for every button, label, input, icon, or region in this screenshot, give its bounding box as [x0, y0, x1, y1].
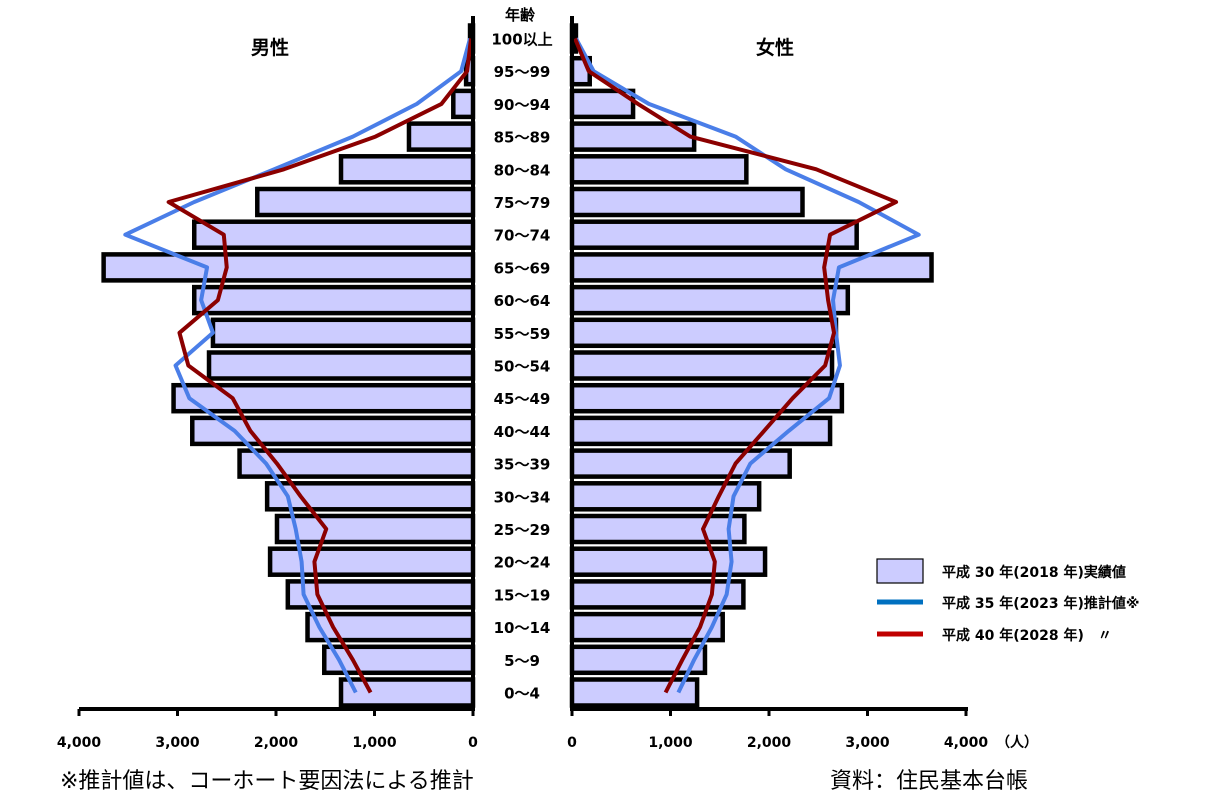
note-source: 資料：住民基本台帳 [830, 769, 1028, 794]
age-label-0: 0～4 [504, 685, 540, 703]
age-label-9: 45～49 [494, 390, 551, 408]
male-tick-label-2: 2,000 [254, 735, 299, 751]
age-label-14: 70～74 [494, 227, 551, 245]
legend-label-2023: 平成 35 年(2023 年)推計値※ [942, 595, 1139, 612]
male-bar-18 [451, 88, 476, 120]
projection-lines [123, 37, 921, 694]
age-label-11: 55～59 [494, 325, 551, 343]
age-label-16: 80～84 [494, 161, 551, 179]
age-label-1: 5～9 [504, 652, 540, 670]
female-bar-0 [569, 677, 700, 708]
female-title: 女性 [756, 36, 794, 59]
age-label-12: 60～64 [494, 292, 551, 310]
female-bar-3 [569, 579, 746, 610]
male-bar-16 [338, 154, 476, 185]
age-labels: 0～4 5～9 10～14 15～19 20～24 25～29 30～34 35～39 40～4… [491, 31, 552, 703]
male-bar-15 [255, 186, 476, 218]
female-bar-18 [569, 88, 636, 120]
female-tick-label-3: 3,000 [845, 735, 890, 751]
male-bar-0 [338, 677, 476, 708]
age-label-3: 15～19 [494, 586, 551, 604]
male-line-series-2 [166, 38, 474, 694]
age-label-5: 25～29 [494, 521, 551, 539]
male-bars [101, 23, 476, 708]
unit-label: （人） [996, 734, 1038, 751]
age-label-6: 30～34 [494, 488, 551, 506]
legend-swatch-actual [876, 558, 924, 584]
male-line-series-1 [123, 37, 472, 694]
female-bar-13 [569, 252, 934, 283]
legend: 平成 30 年(2018 年)実績値 平成 35 年(2023 年)推計値※ 平… [876, 558, 1139, 644]
female-line-series-2 [573, 37, 899, 694]
age-label-13: 65～69 [494, 259, 551, 277]
male-tick-label-3: 3,000 [155, 735, 200, 751]
age-axis-title: 年齢 [505, 6, 536, 24]
age-label-19: 95～99 [494, 63, 551, 81]
female-bar-16 [569, 154, 749, 185]
male-tick-label-1: 1,000 [352, 735, 397, 751]
female-tick-label-1: 1,000 [648, 735, 693, 751]
tick-labels: 0 0 1,000 1,000 2,000 2,000 3,000 3,000 4,000 4,0… [57, 735, 989, 751]
female-bar-7 [569, 448, 792, 479]
legend-label-2028: 平成 40 年(2028 年) 〃 [942, 627, 1112, 644]
age-label-7: 35～39 [494, 456, 551, 474]
age-label-18: 90～94 [494, 96, 551, 114]
female-bar-10 [569, 350, 835, 381]
male-tick-label-4: 4,000 [57, 735, 102, 751]
male-title: 男性 [251, 36, 289, 59]
age-label-8: 40～44 [494, 423, 551, 441]
male-bar-17 [406, 121, 476, 152]
female-tick-label-0: 0 [567, 735, 577, 751]
female-tick-label-4: 4,000 [944, 735, 989, 751]
age-label-20: 100以上 [491, 31, 552, 49]
female-bar-4 [569, 546, 768, 577]
female-bar-8 [569, 415, 833, 447]
male-bar-10 [206, 350, 476, 381]
female-bar-12 [569, 284, 851, 316]
male-bar-5 [274, 513, 476, 545]
age-label-4: 20～24 [494, 554, 551, 572]
female-bar-14 [569, 219, 859, 250]
female-line-series-1 [574, 37, 921, 694]
age-label-17: 85～89 [494, 129, 551, 147]
age-label-2: 10～14 [494, 619, 551, 637]
male-bar-12 [191, 284, 476, 316]
legend-label-actual: 平成 30 年(2018 年)実績値 [942, 564, 1126, 581]
female-bar-15 [569, 186, 805, 218]
female-bar-11 [569, 317, 839, 349]
female-tick-label-2: 2,000 [747, 735, 792, 751]
axes [77, 16, 968, 716]
male-bar-6 [264, 481, 476, 512]
female-bar-6 [569, 481, 762, 512]
female-bar-9 [569, 382, 845, 414]
female-bar-5 [569, 513, 747, 545]
male-tick-label-0: 0 [468, 735, 478, 751]
male-bar-11 [210, 317, 476, 349]
note-estimation: ※推計値は、コーホート要因法による推計 [60, 769, 474, 794]
male-bar-13 [101, 252, 476, 283]
male-bar-14 [191, 219, 476, 250]
age-label-15: 75～79 [494, 194, 551, 212]
age-label-10: 50～54 [494, 358, 551, 376]
